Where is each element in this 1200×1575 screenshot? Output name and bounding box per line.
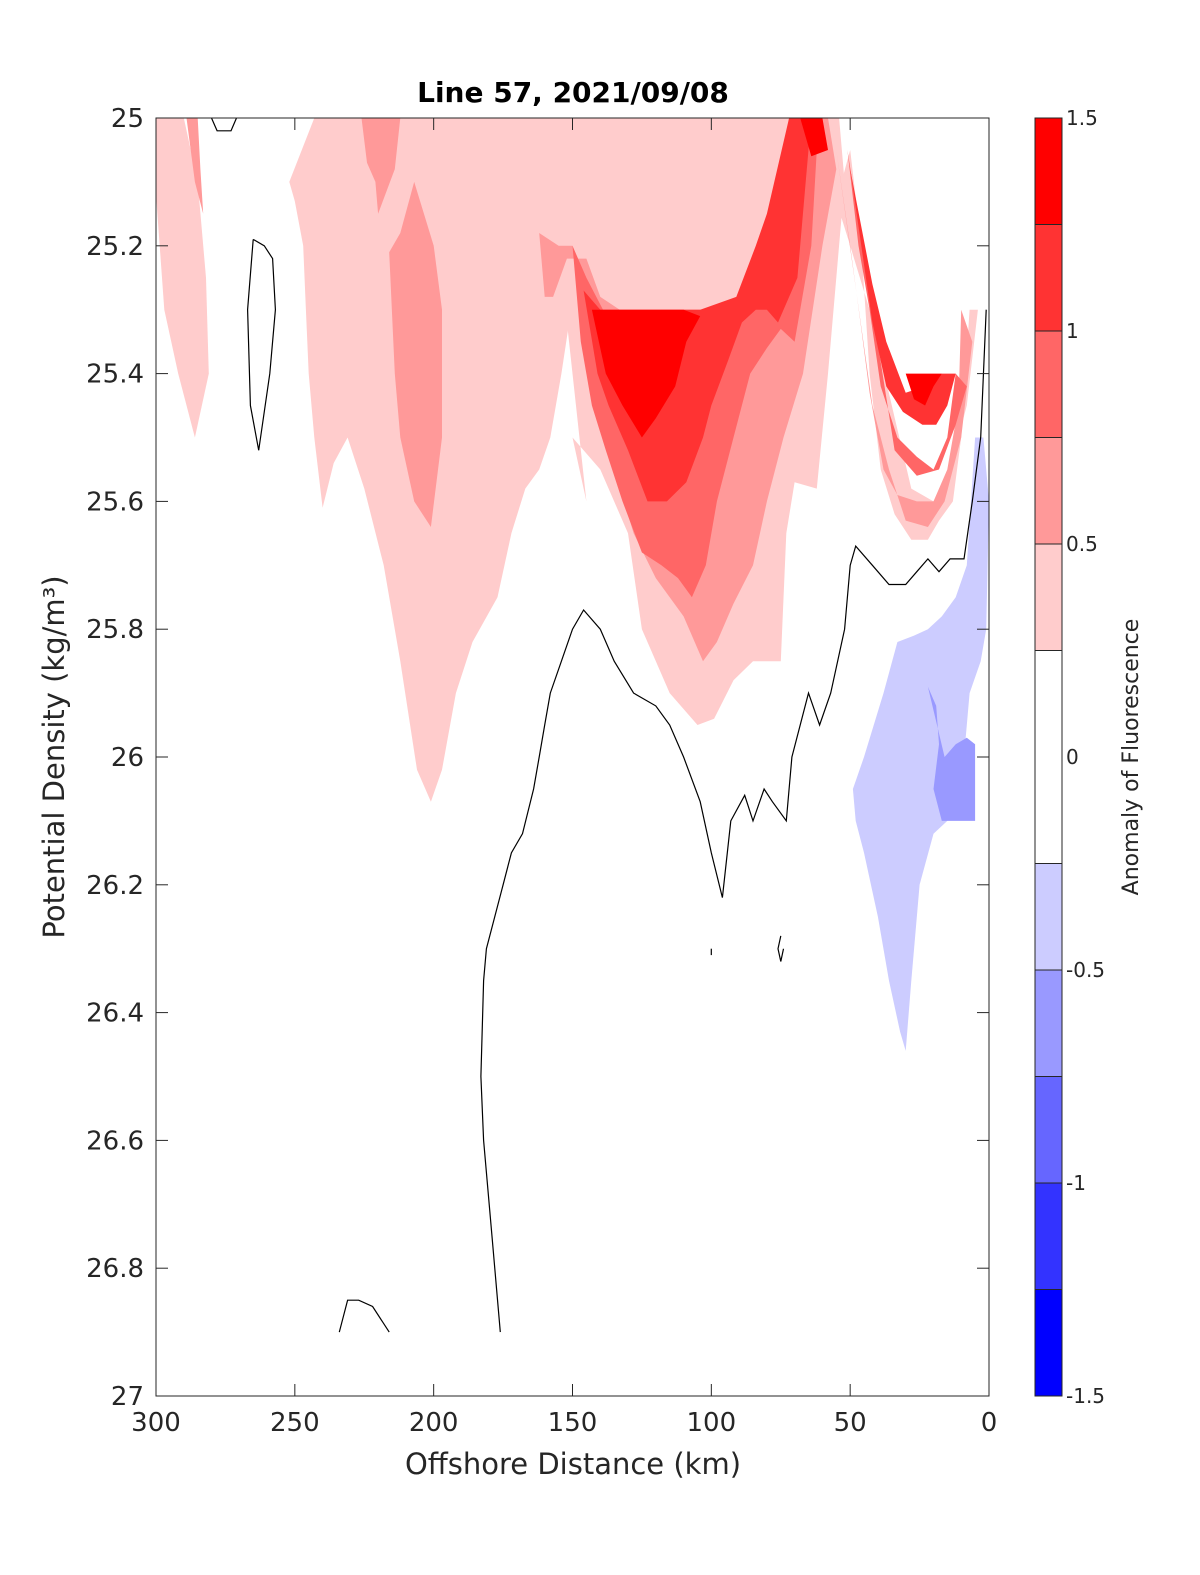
x-tick-label: 100 [687,1408,737,1438]
colorbar-segment [1035,544,1062,651]
y-axis-ticks: 25 25.2 25.4 25.6 25.8 26 26.2 26.4 26.6 26.8 27 [86,104,989,1412]
colorbar-tick-label: -1.5 [1066,1384,1105,1408]
y-tick-label: 27 [111,1382,144,1412]
y-tick-label: 26.8 [86,1254,144,1284]
contour-fill-15 [905,373,942,406]
y-tick-label: 26.2 [86,871,144,901]
colorbar-tick-label: 0.5 [1066,532,1098,556]
x-tick-label: 200 [409,1408,459,1438]
colorbar-tick-label: -0.5 [1066,958,1105,982]
contour-fill-5 [361,118,401,214]
colorbar-tick-label: 1 [1066,319,1079,343]
y-tick-label: 26 [111,743,144,773]
colorbar-segment [1035,437,1062,544]
contour-fill-17 [927,686,976,821]
colorbar-segment [1035,1183,1062,1290]
zero-contour-line-1 [246,238,277,451]
contour-fill-4 [186,118,204,214]
filled-contours [156,118,989,1051]
zero-contour-line-2 [480,309,987,1333]
contour-fill-12 [850,169,956,425]
zero-contour-line-5 [338,1299,390,1333]
x-tick-label: 250 [270,1408,320,1438]
plot-area: 300 250 200 150 100 50 0 2525.225.425.625.8262… [86,104,997,1438]
contour-fill-0 [156,118,209,438]
contour-fill-13 [591,309,701,438]
colorbar-frame [1034,117,1063,1397]
y-tick-label: 26.6 [86,1126,144,1156]
colorbar-segment [1035,970,1062,1077]
y-tick-label: 25.4 [86,360,144,390]
contour-fill-14 [800,118,828,157]
colorbar-segment [1035,224,1062,331]
x-tick-label: 150 [548,1408,598,1438]
colorbar-tick-label: -1 [1066,1171,1086,1195]
x-axis-ticks: 300 250 200 150 100 50 0 [131,118,997,1438]
colorbar: -1.5 -1 -0.5 0 0.5 1 1.5 [1034,106,1105,1408]
y-tick-label: 25.6 [86,487,144,517]
zero-contour-line-0 [210,118,238,132]
contour-fill-6 [389,181,442,527]
colorbar-segment [1035,863,1062,970]
colorbar-segment [1035,1289,1062,1396]
chart-title: Line 57, 2021/09/08 [417,76,729,109]
y-axis-label: Potential Density (kg/m³) [37,575,71,938]
x-tick-label: 300 [131,1408,181,1438]
colorbar-segment [1035,118,1062,225]
colorbar-segment [1035,1076,1062,1183]
y-tick-label: 25.8 [86,615,144,645]
zero-contour-line-4 [777,935,785,962]
contour-fill-3 [836,150,978,540]
x-tick-label: 50 [834,1408,867,1438]
y-tick-label: 25 [111,104,144,134]
x-tick-label: 0 [981,1408,998,1438]
x-axis-label: Offshore Distance (km) [405,1447,741,1481]
colorbar-label: Anomaly of Fluorescence [1119,619,1144,896]
colorbar-segment [1035,331,1062,438]
y-tick-label: 25.2 [86,232,144,262]
zero-contour-lines [210,118,987,1333]
colorbar-tick-label: 0 [1066,745,1079,769]
contour-fill-16 [852,437,989,1051]
colorbar-segment [1035,650,1062,864]
colorbar-tick-label: 1.5 [1066,106,1098,130]
y-tick-label: 26.4 [86,999,144,1029]
